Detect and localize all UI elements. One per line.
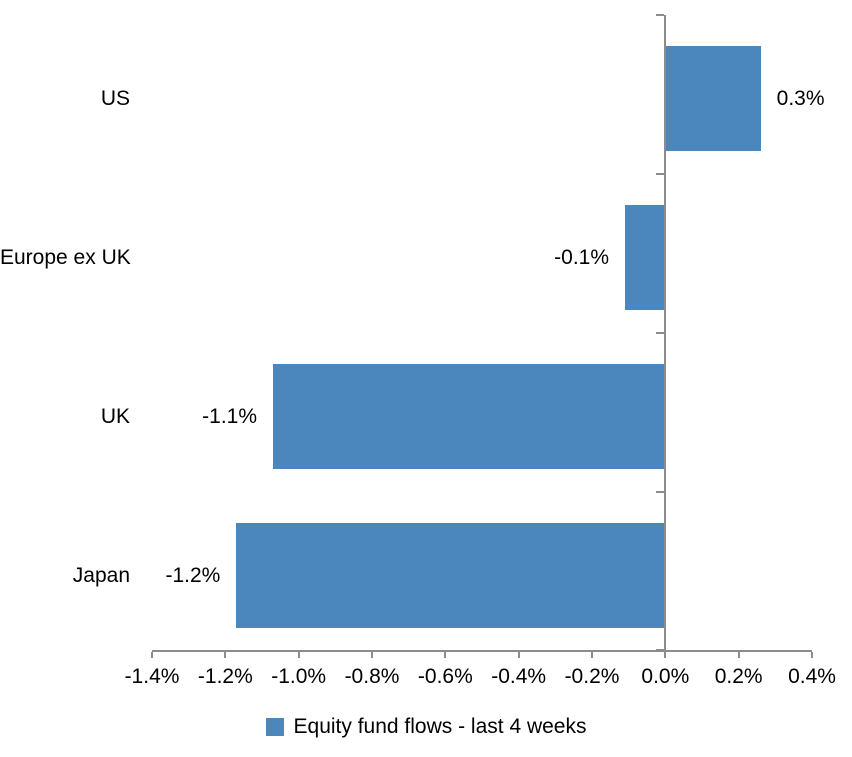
- x-axis-tick-label: -0.8%: [344, 665, 400, 688]
- x-axis-tick: [517, 652, 520, 658]
- legend: Equity fund flows - last 4 weeks: [0, 716, 852, 738]
- x-axis-tick-label: -0.4%: [491, 665, 547, 688]
- x-axis-line: [152, 650, 812, 652]
- bar: [273, 364, 666, 469]
- category-axis-labels: US Europe ex UK UK Japan: [0, 15, 131, 651]
- legend-label: Equity fund flows - last 4 weeks: [293, 715, 587, 738]
- bar-value-label: 0.3%: [776, 86, 825, 110]
- x-axis-tick: [224, 652, 227, 658]
- x-axis-tick: [151, 652, 153, 658]
- x-axis-tick-label: -0.6%: [417, 665, 473, 688]
- x-axis-tick-label: 0.4%: [788, 665, 836, 688]
- x-axis-tick: [297, 652, 300, 658]
- category-label: Europe ex UK: [0, 245, 131, 269]
- x-axis-tick-label: -0.2%: [564, 665, 620, 688]
- bar-value-label: -1.2%: [165, 563, 221, 587]
- bar: [625, 205, 666, 310]
- bar: [236, 523, 666, 628]
- category-label: Japan: [72, 563, 130, 587]
- x-axis-tick: [811, 652, 813, 658]
- x-axis-tick: [737, 652, 740, 658]
- bar-value-label: -1.1%: [202, 404, 257, 428]
- plot-area: 0.3% -0.1% -1.1% -1.2% -1.4% -1.2% -1.0% -0.8% -…: [125, 14, 836, 688]
- category-axis-tick: [656, 332, 665, 334]
- category-label: US: [100, 86, 130, 110]
- x-axis-tick-label: 0.2%: [714, 665, 763, 688]
- x-axis-tick-label: -1.2%: [197, 665, 253, 688]
- x-axis-tick-label: -1.0%: [271, 665, 327, 688]
- x-axis-tick: [664, 652, 667, 658]
- x-axis-tick: [371, 652, 373, 658]
- x-axis-tick-label: -1.4%: [124, 665, 180, 688]
- category-label: UK: [100, 404, 130, 428]
- x-axis-tick: [444, 652, 447, 658]
- bar-value-label: -0.1%: [554, 245, 609, 269]
- legend-swatch-icon: [265, 718, 284, 736]
- zero-axis-line: [664, 15, 667, 651]
- x-axis-tick-label: 0.0%: [641, 665, 690, 688]
- x-axis-tick: [591, 652, 593, 658]
- category-axis-tick: [656, 491, 665, 493]
- bar: [665, 46, 761, 151]
- category-axis-tick: [656, 14, 665, 16]
- category-axis-tick: [656, 173, 665, 175]
